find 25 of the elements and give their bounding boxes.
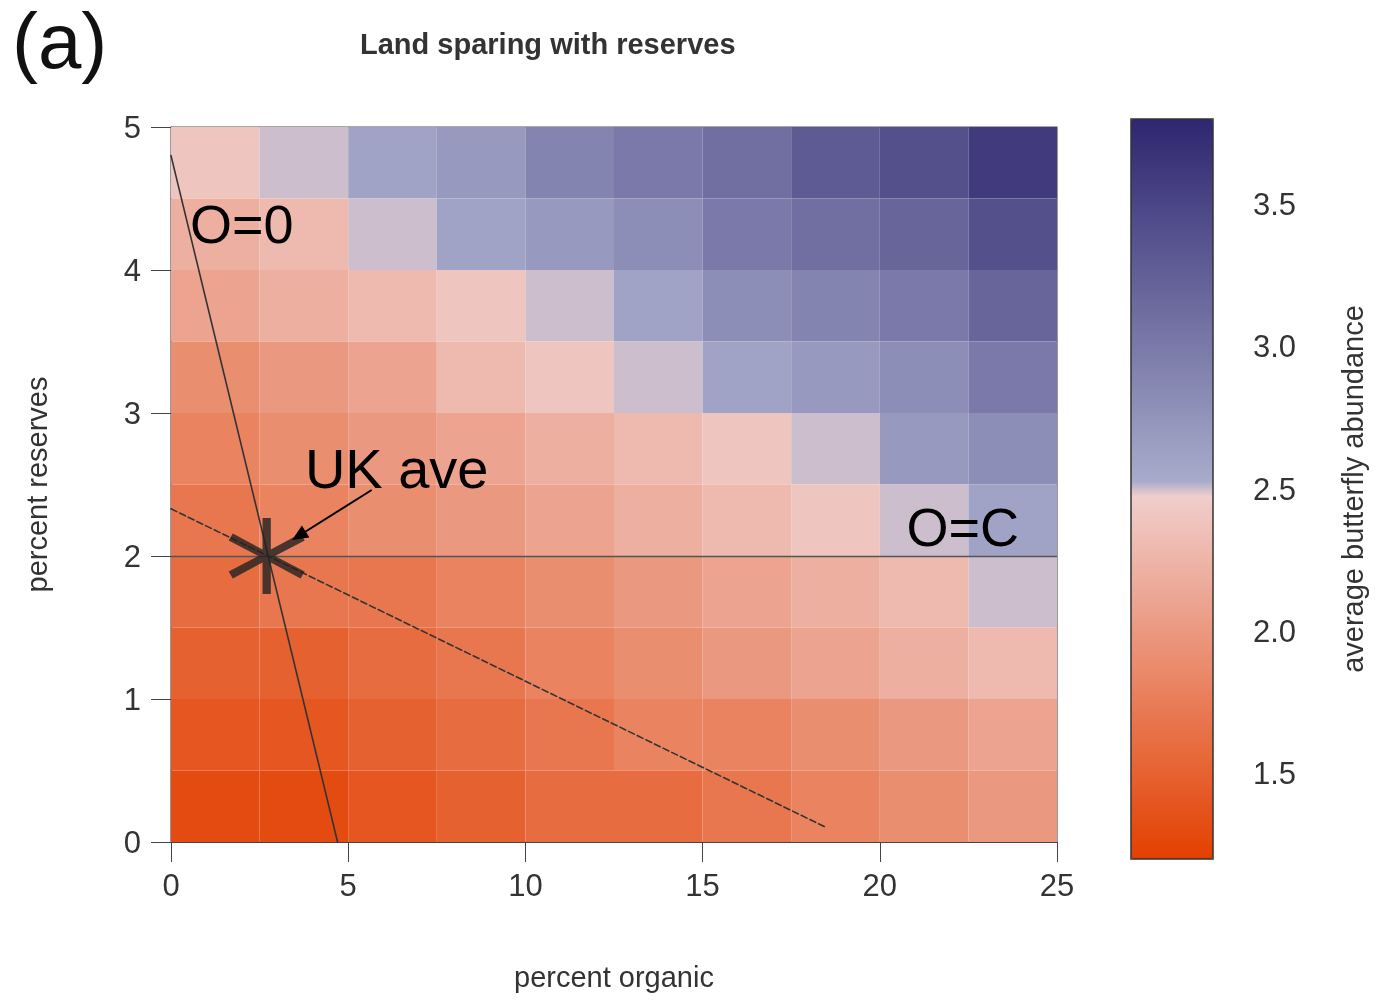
y-tick-label: 2 bbox=[123, 538, 141, 574]
y-tick-label: 3 bbox=[123, 395, 141, 431]
y-axis-title: percent reserves bbox=[20, 376, 53, 593]
annotation: UK ave bbox=[304, 436, 489, 500]
text: (a) bbox=[12, 0, 108, 85]
color-bar-label: 2.0 bbox=[1253, 613, 1297, 649]
color-bar-label: 3.0 bbox=[1253, 329, 1297, 365]
x-tick-label: 0 bbox=[162, 868, 180, 903]
y-tick-label: 1 bbox=[123, 681, 141, 717]
x-tick-label: 20 bbox=[862, 868, 898, 903]
y-tick-label: 0 bbox=[123, 824, 141, 860]
x-tick-label: 15 bbox=[685, 868, 720, 903]
x-tick-label: 5 bbox=[339, 868, 357, 903]
x-axis-title: percent organic bbox=[514, 960, 714, 993]
y-tick-label: 5 bbox=[123, 109, 141, 145]
chart-title: Land sparing with reserves bbox=[360, 27, 736, 60]
color-bar-label: 2.5 bbox=[1253, 471, 1297, 507]
series-label: O=0 bbox=[190, 193, 294, 254]
x-tick-label: 10 bbox=[508, 868, 543, 903]
y-tick-label: 4 bbox=[123, 252, 141, 288]
color-bar-title: average butterfly abundance bbox=[1336, 305, 1369, 673]
x-tick-label: 25 bbox=[1039, 868, 1075, 903]
ref-line-label: O=C bbox=[906, 497, 1019, 557]
color-bar-label: 3.5 bbox=[1253, 186, 1297, 222]
color-bar-label: 1.5 bbox=[1253, 756, 1297, 792]
